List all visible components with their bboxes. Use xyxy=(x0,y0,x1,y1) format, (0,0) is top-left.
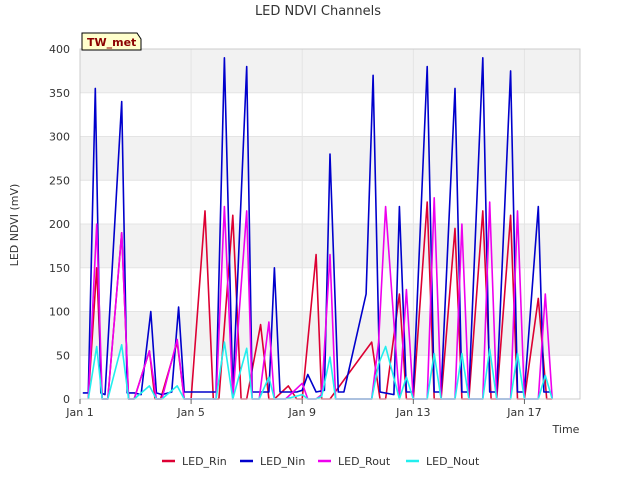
y-tick-label: 400 xyxy=(49,43,70,56)
badge-label: TW_met xyxy=(87,36,136,49)
plot-area xyxy=(79,48,581,400)
x-axis-label: Time xyxy=(552,423,580,436)
grid-band xyxy=(80,311,580,356)
y-tick-label: 200 xyxy=(49,218,70,231)
grid-bands xyxy=(80,49,580,356)
x-tick-label: Jan 9 xyxy=(287,406,315,419)
x-axis-ticks: Jan 1 Jan 5 Jan 9 Jan 13 Jan 17 xyxy=(65,399,542,419)
plot-border xyxy=(79,48,581,400)
y-axis-label: LED NDVI (mV) xyxy=(8,184,21,267)
legend-label: LED_Rin xyxy=(182,455,227,468)
chart-title: LED NDVI Channels xyxy=(255,4,381,19)
badge-shape xyxy=(81,32,142,51)
legend-label: LED_Nout xyxy=(426,455,480,468)
x-tick-label: Jan 5 xyxy=(176,406,204,419)
legend-label: LED_Rout xyxy=(338,455,391,468)
y-tick-label: 350 xyxy=(49,87,70,100)
x-tick-label: Jan 17 xyxy=(506,406,541,419)
y-tick-label: 100 xyxy=(49,306,70,319)
y-tick-label: 0 xyxy=(63,393,70,406)
y-tick-label: 250 xyxy=(49,174,70,187)
site-badge: TW_met xyxy=(81,32,142,51)
x-tick-label: Jan 13 xyxy=(395,406,430,419)
y-tick-label: 300 xyxy=(49,131,70,144)
x-tick-label: Jan 1 xyxy=(65,406,93,419)
legend-label: LED_Nin xyxy=(260,455,305,468)
y-tick-label: 150 xyxy=(49,262,70,275)
legend: LED_Rin LED_Nin LED_Rout LED_Nout xyxy=(162,455,480,468)
y-tick-label: 50 xyxy=(56,349,70,362)
y-axis-ticks: 0 50 100 150 200 250 300 350 400 xyxy=(49,43,70,406)
grid-band xyxy=(80,49,580,93)
